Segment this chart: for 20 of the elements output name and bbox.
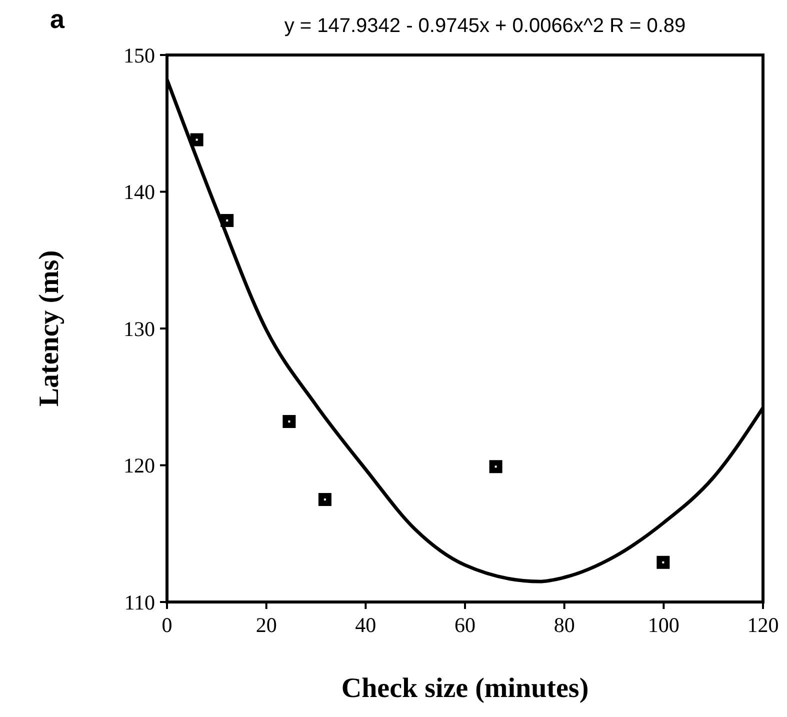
- y-tick-label: 110: [124, 590, 155, 614]
- point: [656, 556, 670, 569]
- x-tick-label: 80: [554, 613, 575, 637]
- x-axis-title: Check size (minutes): [341, 673, 589, 704]
- y-axis-title: Latency (ms): [34, 250, 65, 407]
- chart-title: y = 147.9342 - 0.9745x + 0.0066x^2 R = 0.89: [284, 15, 686, 37]
- y-tick-label: 120: [124, 454, 155, 478]
- x-tick-label: 100: [648, 613, 680, 637]
- text: a: [50, 4, 65, 34]
- x-tick-label: 20: [256, 613, 277, 637]
- x-tick-label: 60: [454, 613, 476, 637]
- point: [282, 414, 296, 428]
- x-tick-label: 40: [355, 613, 376, 637]
- x-tick-label: 0: [162, 613, 172, 637]
- y-tick-label: 150: [124, 43, 155, 68]
- point: [318, 492, 332, 506]
- x-tick-label: 120: [747, 613, 779, 637]
- point: [489, 460, 502, 474]
- y-tick-label: 130: [124, 316, 155, 341]
- y-tick-label: 140: [124, 180, 155, 204]
